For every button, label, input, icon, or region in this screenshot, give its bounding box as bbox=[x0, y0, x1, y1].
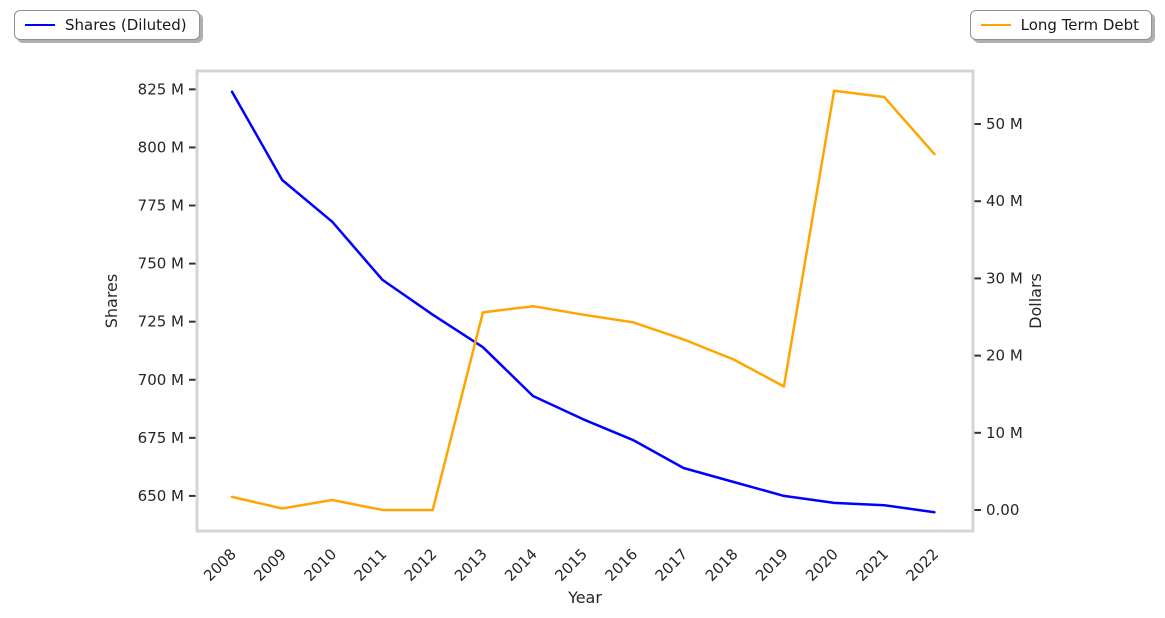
left-tick-label: 775 M bbox=[138, 197, 184, 215]
x-tick-label: 2013 bbox=[451, 545, 491, 585]
left-tick-label: 700 M bbox=[138, 371, 184, 389]
left-tick-label: 725 M bbox=[138, 313, 184, 331]
right-tick-label: 20 M bbox=[986, 347, 1023, 365]
right-tick-label: 10 M bbox=[986, 424, 1023, 442]
x-tick-label: 2009 bbox=[250, 545, 290, 585]
legend-label-debt: Long Term Debt bbox=[1020, 16, 1139, 34]
series-line-shares-diluted bbox=[230, 90, 936, 514]
x-axis-title: Year bbox=[567, 588, 602, 607]
x-tick-label: 2014 bbox=[501, 545, 541, 585]
right-axis-title: Dollars bbox=[1026, 273, 1045, 329]
left-tick-label: 800 M bbox=[138, 138, 184, 156]
x-tick-label: 2018 bbox=[702, 545, 742, 585]
x-tick-label: 2011 bbox=[351, 545, 391, 585]
x-tick-label: 2022 bbox=[902, 545, 942, 585]
plot-frame bbox=[195, 69, 975, 533]
x-tick-label: 2016 bbox=[601, 545, 641, 585]
x-tick-label: 2021 bbox=[852, 545, 892, 585]
x-tick-label: 2012 bbox=[401, 545, 441, 585]
left-tick-label: 750 M bbox=[138, 255, 184, 273]
x-tick-label: 2017 bbox=[652, 545, 692, 585]
left-tick-label: 650 M bbox=[138, 487, 184, 505]
legend-shares-diluted[interactable]: Shares (Diluted) bbox=[14, 10, 200, 40]
legend-long-term-debt[interactable]: Long Term Debt bbox=[969, 10, 1152, 40]
legend-line-sample-blue bbox=[25, 24, 55, 26]
legend-line-sample-orange bbox=[980, 24, 1011, 26]
right-tick-label: 40 M bbox=[986, 192, 1023, 210]
left-axis-title: Shares bbox=[102, 274, 121, 329]
x-tick-label: 2019 bbox=[752, 545, 792, 585]
series-line-long-term-debt bbox=[230, 89, 936, 512]
x-tick-label: 2008 bbox=[200, 545, 240, 585]
left-tick-label: 675 M bbox=[138, 429, 184, 447]
left-tick-label: 825 M bbox=[138, 80, 184, 98]
x-tick-label: 2020 bbox=[802, 545, 842, 585]
x-tick-label: 2010 bbox=[300, 545, 340, 585]
x-tick-label: 2015 bbox=[551, 545, 591, 585]
legend-label-shares: Shares (Diluted) bbox=[65, 16, 187, 34]
right-tick-label: 30 M bbox=[986, 269, 1023, 287]
right-tick-label: 50 M bbox=[986, 115, 1023, 133]
right-tick-label: 0.00 bbox=[986, 501, 1019, 519]
